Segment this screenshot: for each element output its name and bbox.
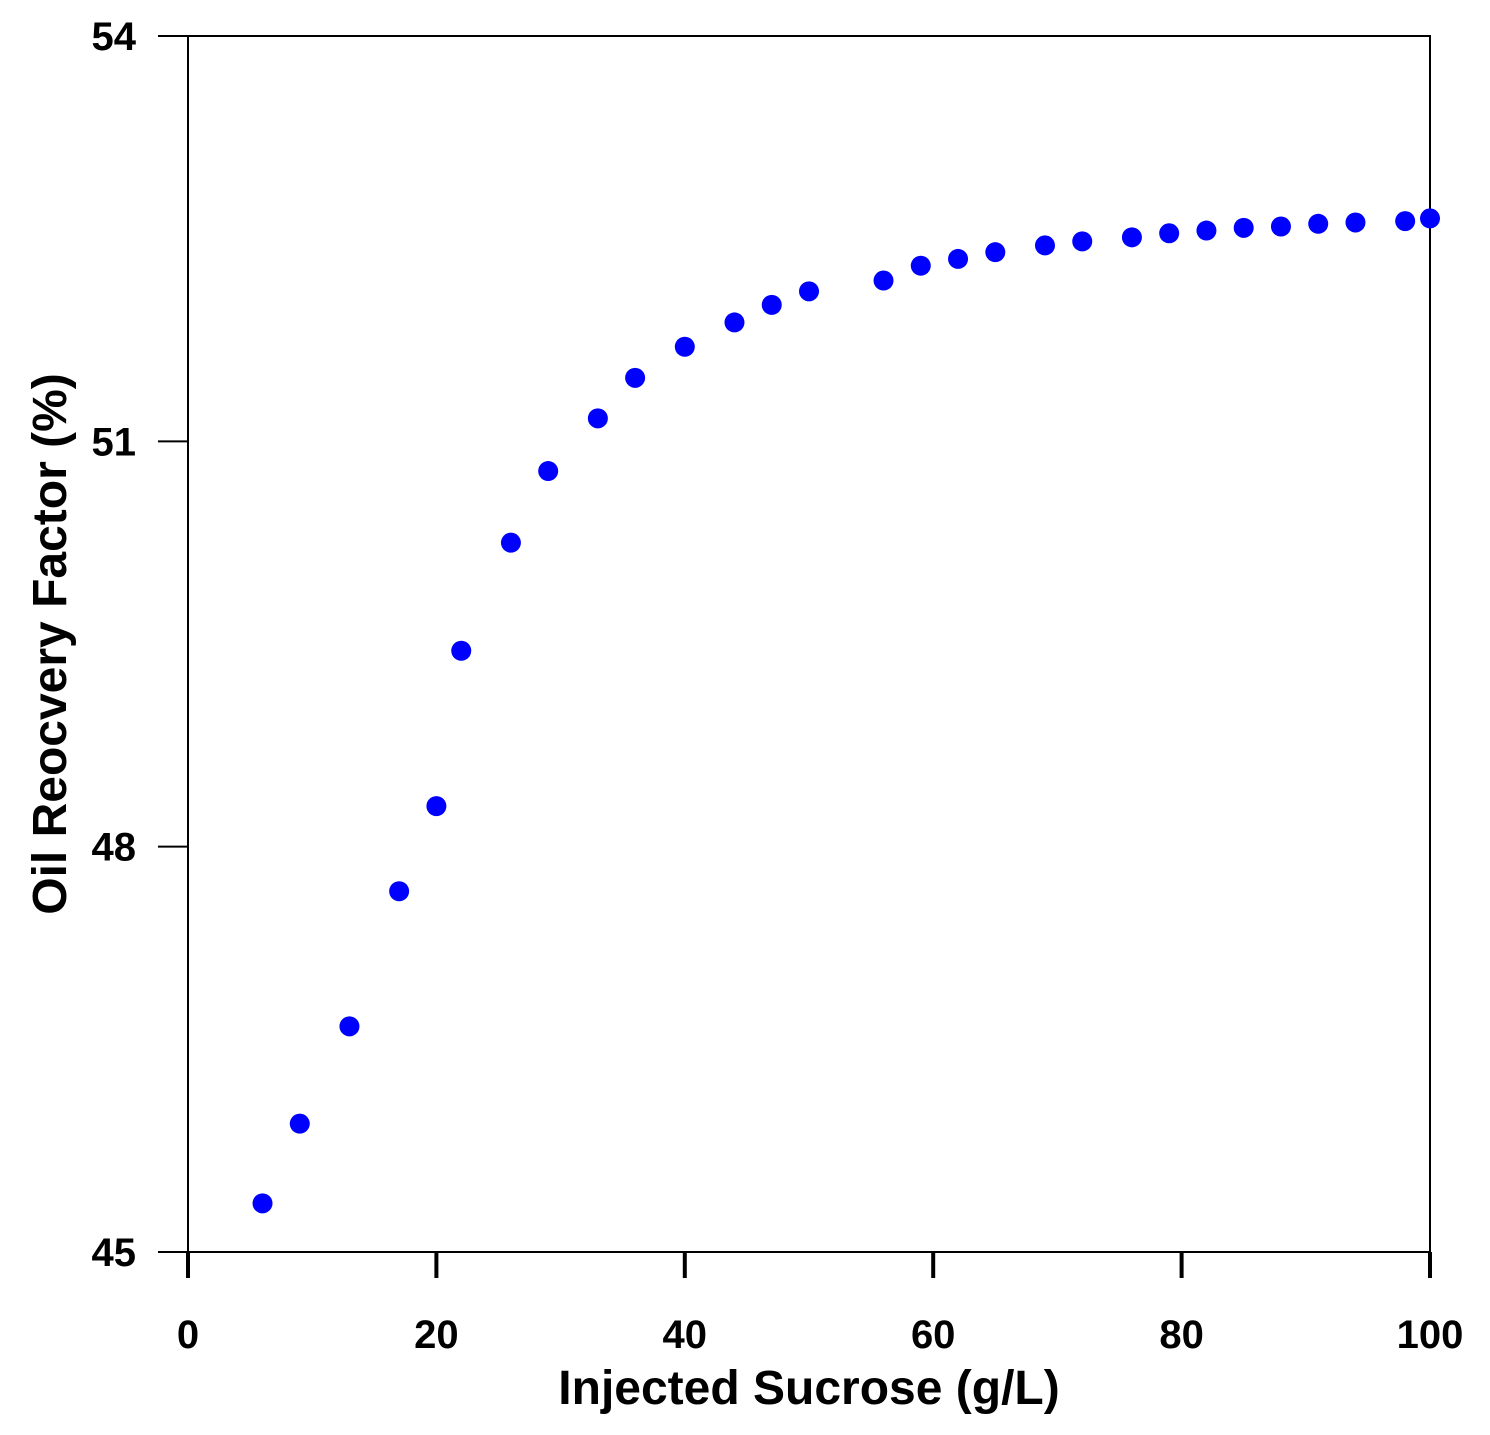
x-axis: 0 20 40 60 80 100 — [177, 1252, 1464, 1357]
data-point — [252, 1193, 273, 1214]
data-point — [1395, 211, 1416, 232]
data-point — [1308, 213, 1329, 234]
data-point — [339, 1016, 360, 1037]
data-point — [761, 294, 782, 315]
x-tick-label: 80 — [1159, 1313, 1204, 1357]
plot-area — [187, 35, 1431, 1253]
data-point — [1345, 212, 1366, 233]
data-point — [389, 881, 410, 902]
data-point — [1196, 220, 1217, 241]
data-point — [1270, 216, 1291, 237]
x-tick-label: 100 — [1397, 1313, 1464, 1357]
data-points — [252, 208, 1440, 1214]
data-point — [873, 270, 894, 291]
data-point — [910, 255, 931, 276]
y-axis-title: Oil Reocvery Factor (%) — [24, 373, 77, 915]
data-point — [426, 796, 447, 817]
data-point — [451, 640, 472, 661]
y-tick-label: 48 — [92, 826, 137, 870]
y-tick-label: 54 — [92, 15, 137, 59]
x-axis-title: Injected Sucrose (g/L) — [558, 1362, 1059, 1415]
data-point — [1233, 217, 1254, 238]
y-axis: 45 48 51 54 — [92, 15, 188, 1275]
data-point — [500, 532, 521, 553]
x-tick-label: 20 — [414, 1313, 459, 1357]
data-point — [289, 1113, 310, 1134]
data-point — [724, 312, 745, 333]
data-point — [1420, 208, 1440, 229]
data-point — [1159, 223, 1180, 244]
x-tick-label: 40 — [663, 1313, 708, 1357]
y-tick-label: 51 — [92, 420, 137, 464]
y-tick-label: 45 — [92, 1231, 137, 1275]
x-tick-label: 60 — [911, 1313, 956, 1357]
data-point — [587, 408, 608, 429]
data-point — [674, 336, 695, 357]
data-point — [1121, 227, 1142, 248]
data-point — [1034, 235, 1055, 256]
x-tick-label: 0 — [177, 1313, 199, 1357]
data-point — [538, 461, 559, 482]
data-point — [948, 248, 969, 269]
data-point — [799, 281, 819, 302]
data-point — [625, 367, 646, 388]
data-point — [1072, 231, 1093, 252]
data-point — [985, 242, 1006, 263]
